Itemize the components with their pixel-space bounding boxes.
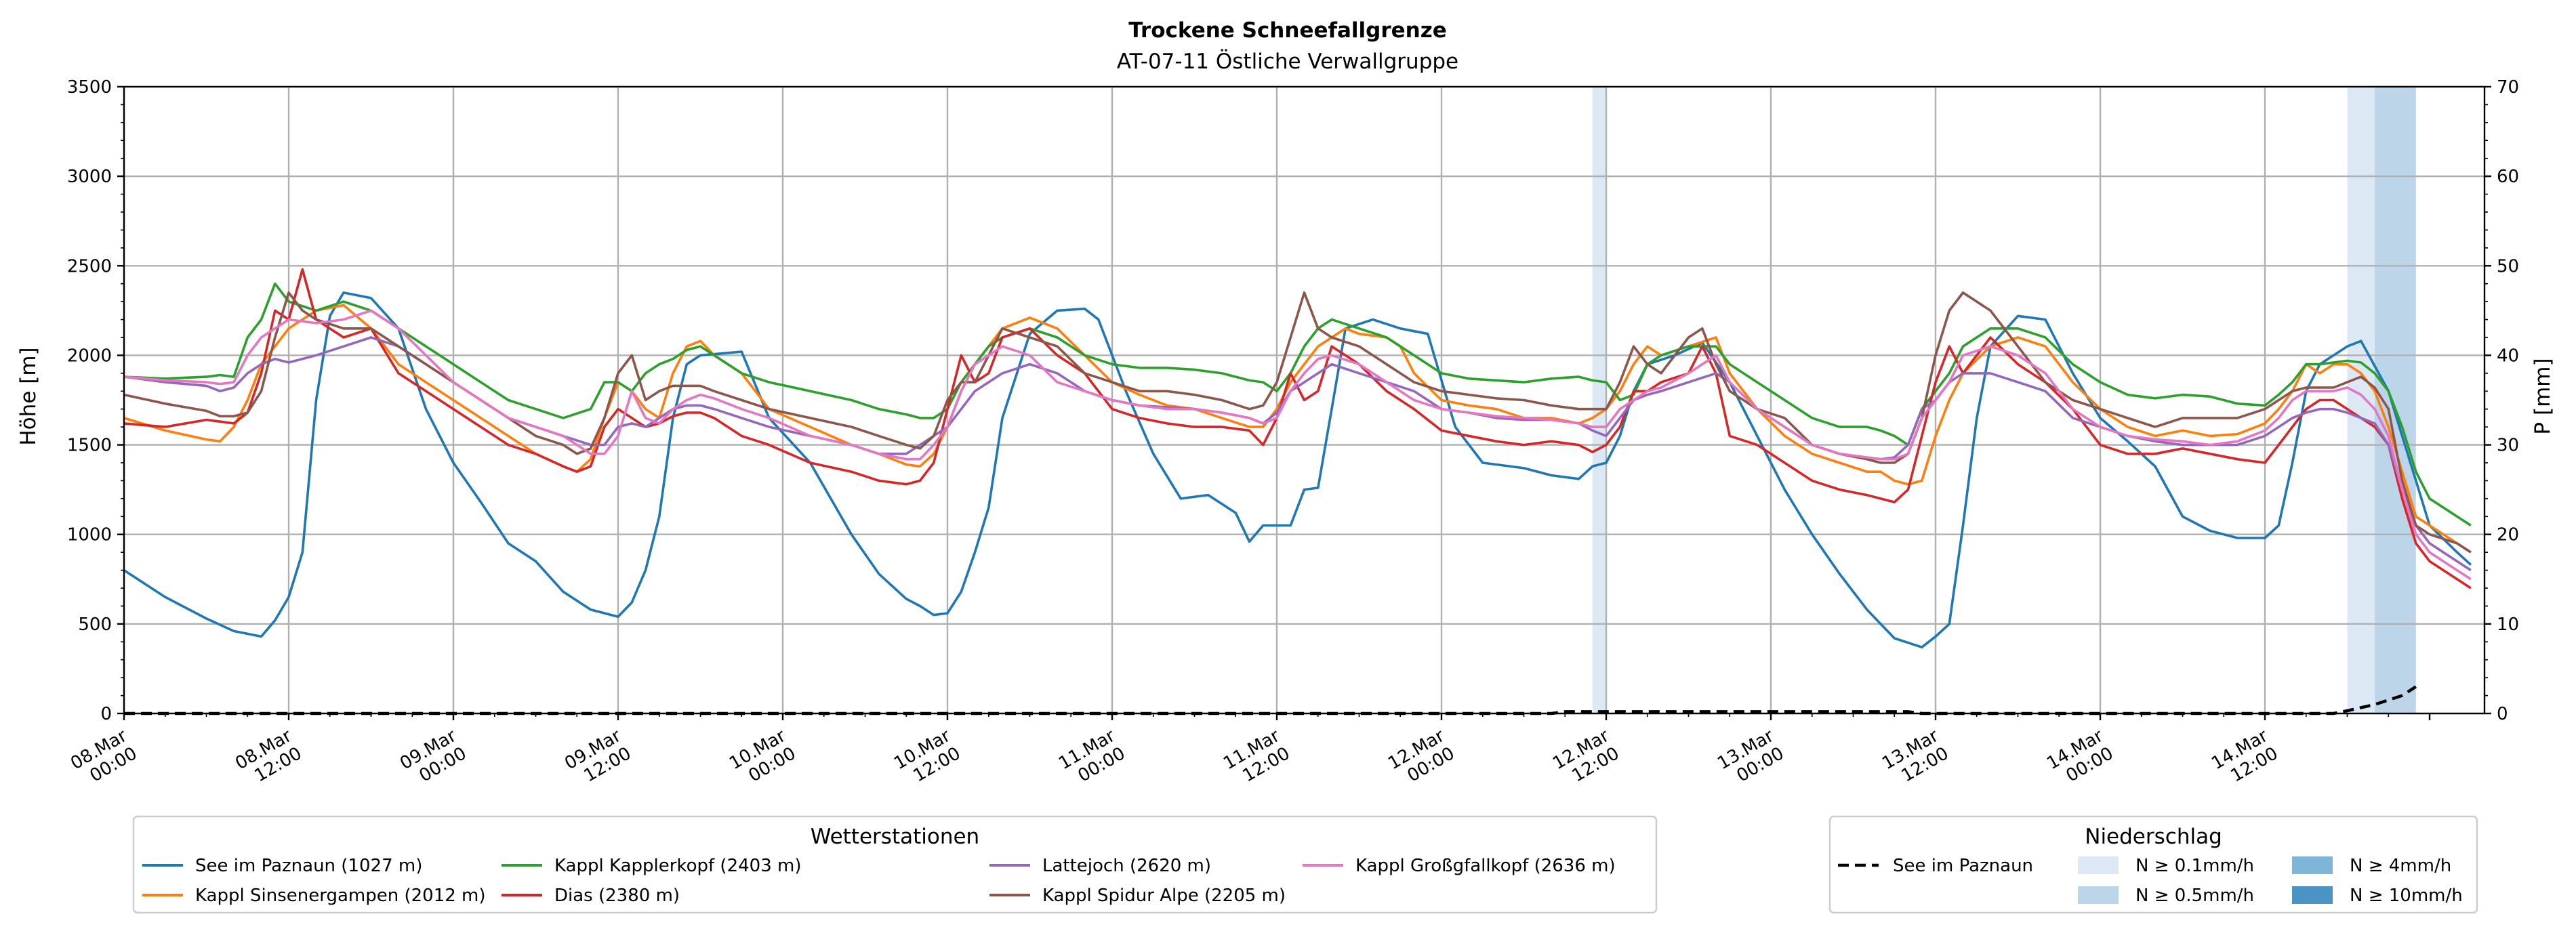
y-tick-label: 0 [100, 704, 112, 724]
y2-tick-label: 20 [2497, 525, 2519, 545]
legend-stations-box [132, 815, 1658, 914]
legend-label-4: Lattejoch (2620 m) [1042, 856, 1211, 876]
series-line-1 [123, 304, 2472, 554]
chart-title: Trockene Schneefallgrenze [1128, 18, 1447, 43]
legend-label-0: See im Paznaun (1027 m) [195, 856, 422, 876]
y2-tick-label: 60 [2497, 167, 2519, 187]
y-tick-label: 1500 [67, 436, 112, 456]
y-tick-label: 2000 [67, 346, 112, 366]
legend-label-3: Dias (2380 m) [554, 886, 680, 906]
legend-precip-line-label: See im Paznaun [1893, 856, 2033, 876]
grid [123, 85, 2485, 715]
series-line-5 [123, 291, 2472, 554]
legend-stations: Wetterstationen See im Paznaun (1027 m) Ka… [132, 815, 1658, 914]
legend-label-6: Kappl Großgfallkopf (2636 m) [1355, 856, 1616, 876]
series-line-6 [123, 309, 2472, 581]
legend-stations-title: Wetterstationen [811, 825, 979, 849]
legend-precip-swatch-0 [2078, 856, 2119, 874]
y-tick-label: 3000 [67, 167, 112, 187]
series-line-0 [123, 291, 2472, 648]
legend-precip-label-0: N ≥ 0.1mm/h [2135, 856, 2254, 876]
legend-label-2: Kappl Kapplerkopf (2403 m) [554, 856, 801, 876]
y-tick-label: 1000 [67, 525, 112, 545]
precip-line [124, 685, 2417, 716]
legend-precip-label-1: N ≥ 0.5mm/h [2135, 886, 2254, 906]
legend-precip-swatch-1 [2078, 886, 2119, 904]
y2-tick-label: 30 [2497, 436, 2519, 456]
legend-precipitation: Niederschlag See im Paznaun N ≥ 0.1mm/h N ≥… [1828, 815, 2478, 914]
chart-title-group: Trockene Schneefallgrenze AT-07-11 Östli… [16, 18, 2555, 446]
series-line-2 [123, 282, 2472, 527]
y-tick-label: 500 [78, 615, 112, 635]
y2-tick-label: 40 [2497, 346, 2519, 366]
y2-axis-label: P [mm] [2531, 358, 2555, 434]
y-axis-label: Höhe [m] [16, 347, 41, 445]
series-lines [123, 268, 2472, 716]
legend-precip-title: Niederschlag [2085, 825, 2222, 849]
legend-precip-swatch-2 [2292, 856, 2333, 874]
y2-tick-label: 10 [2497, 615, 2519, 635]
y2-tick-label: 70 [2497, 77, 2519, 98]
legend-precip-swatch-3 [2292, 886, 2333, 904]
legend-precip-label-3: N ≥ 10mm/h [2350, 886, 2463, 906]
legend-label-1: Kappl Sinsenergampen (2012 m) [195, 886, 486, 906]
legend-precip-label-2: N ≥ 4mm/h [2350, 856, 2451, 876]
series-line-3 [123, 268, 2472, 589]
y2-tick-label: 0 [2497, 704, 2508, 724]
legend-label-5: Kappl Spidur Alpe (2205 m) [1042, 886, 1286, 906]
precip-band-1 [2347, 87, 2375, 713]
precip-band-0 [1592, 87, 1606, 713]
y-tick-label: 2500 [67, 256, 112, 276]
y-tick-label: 3500 [67, 77, 112, 98]
chart-subtitle: AT-07-11 Östliche Verwallgruppe [1117, 49, 1458, 74]
plot-frame [123, 85, 2486, 715]
precip-band-2 [2375, 87, 2416, 713]
y2-tick-label: 50 [2497, 256, 2519, 276]
